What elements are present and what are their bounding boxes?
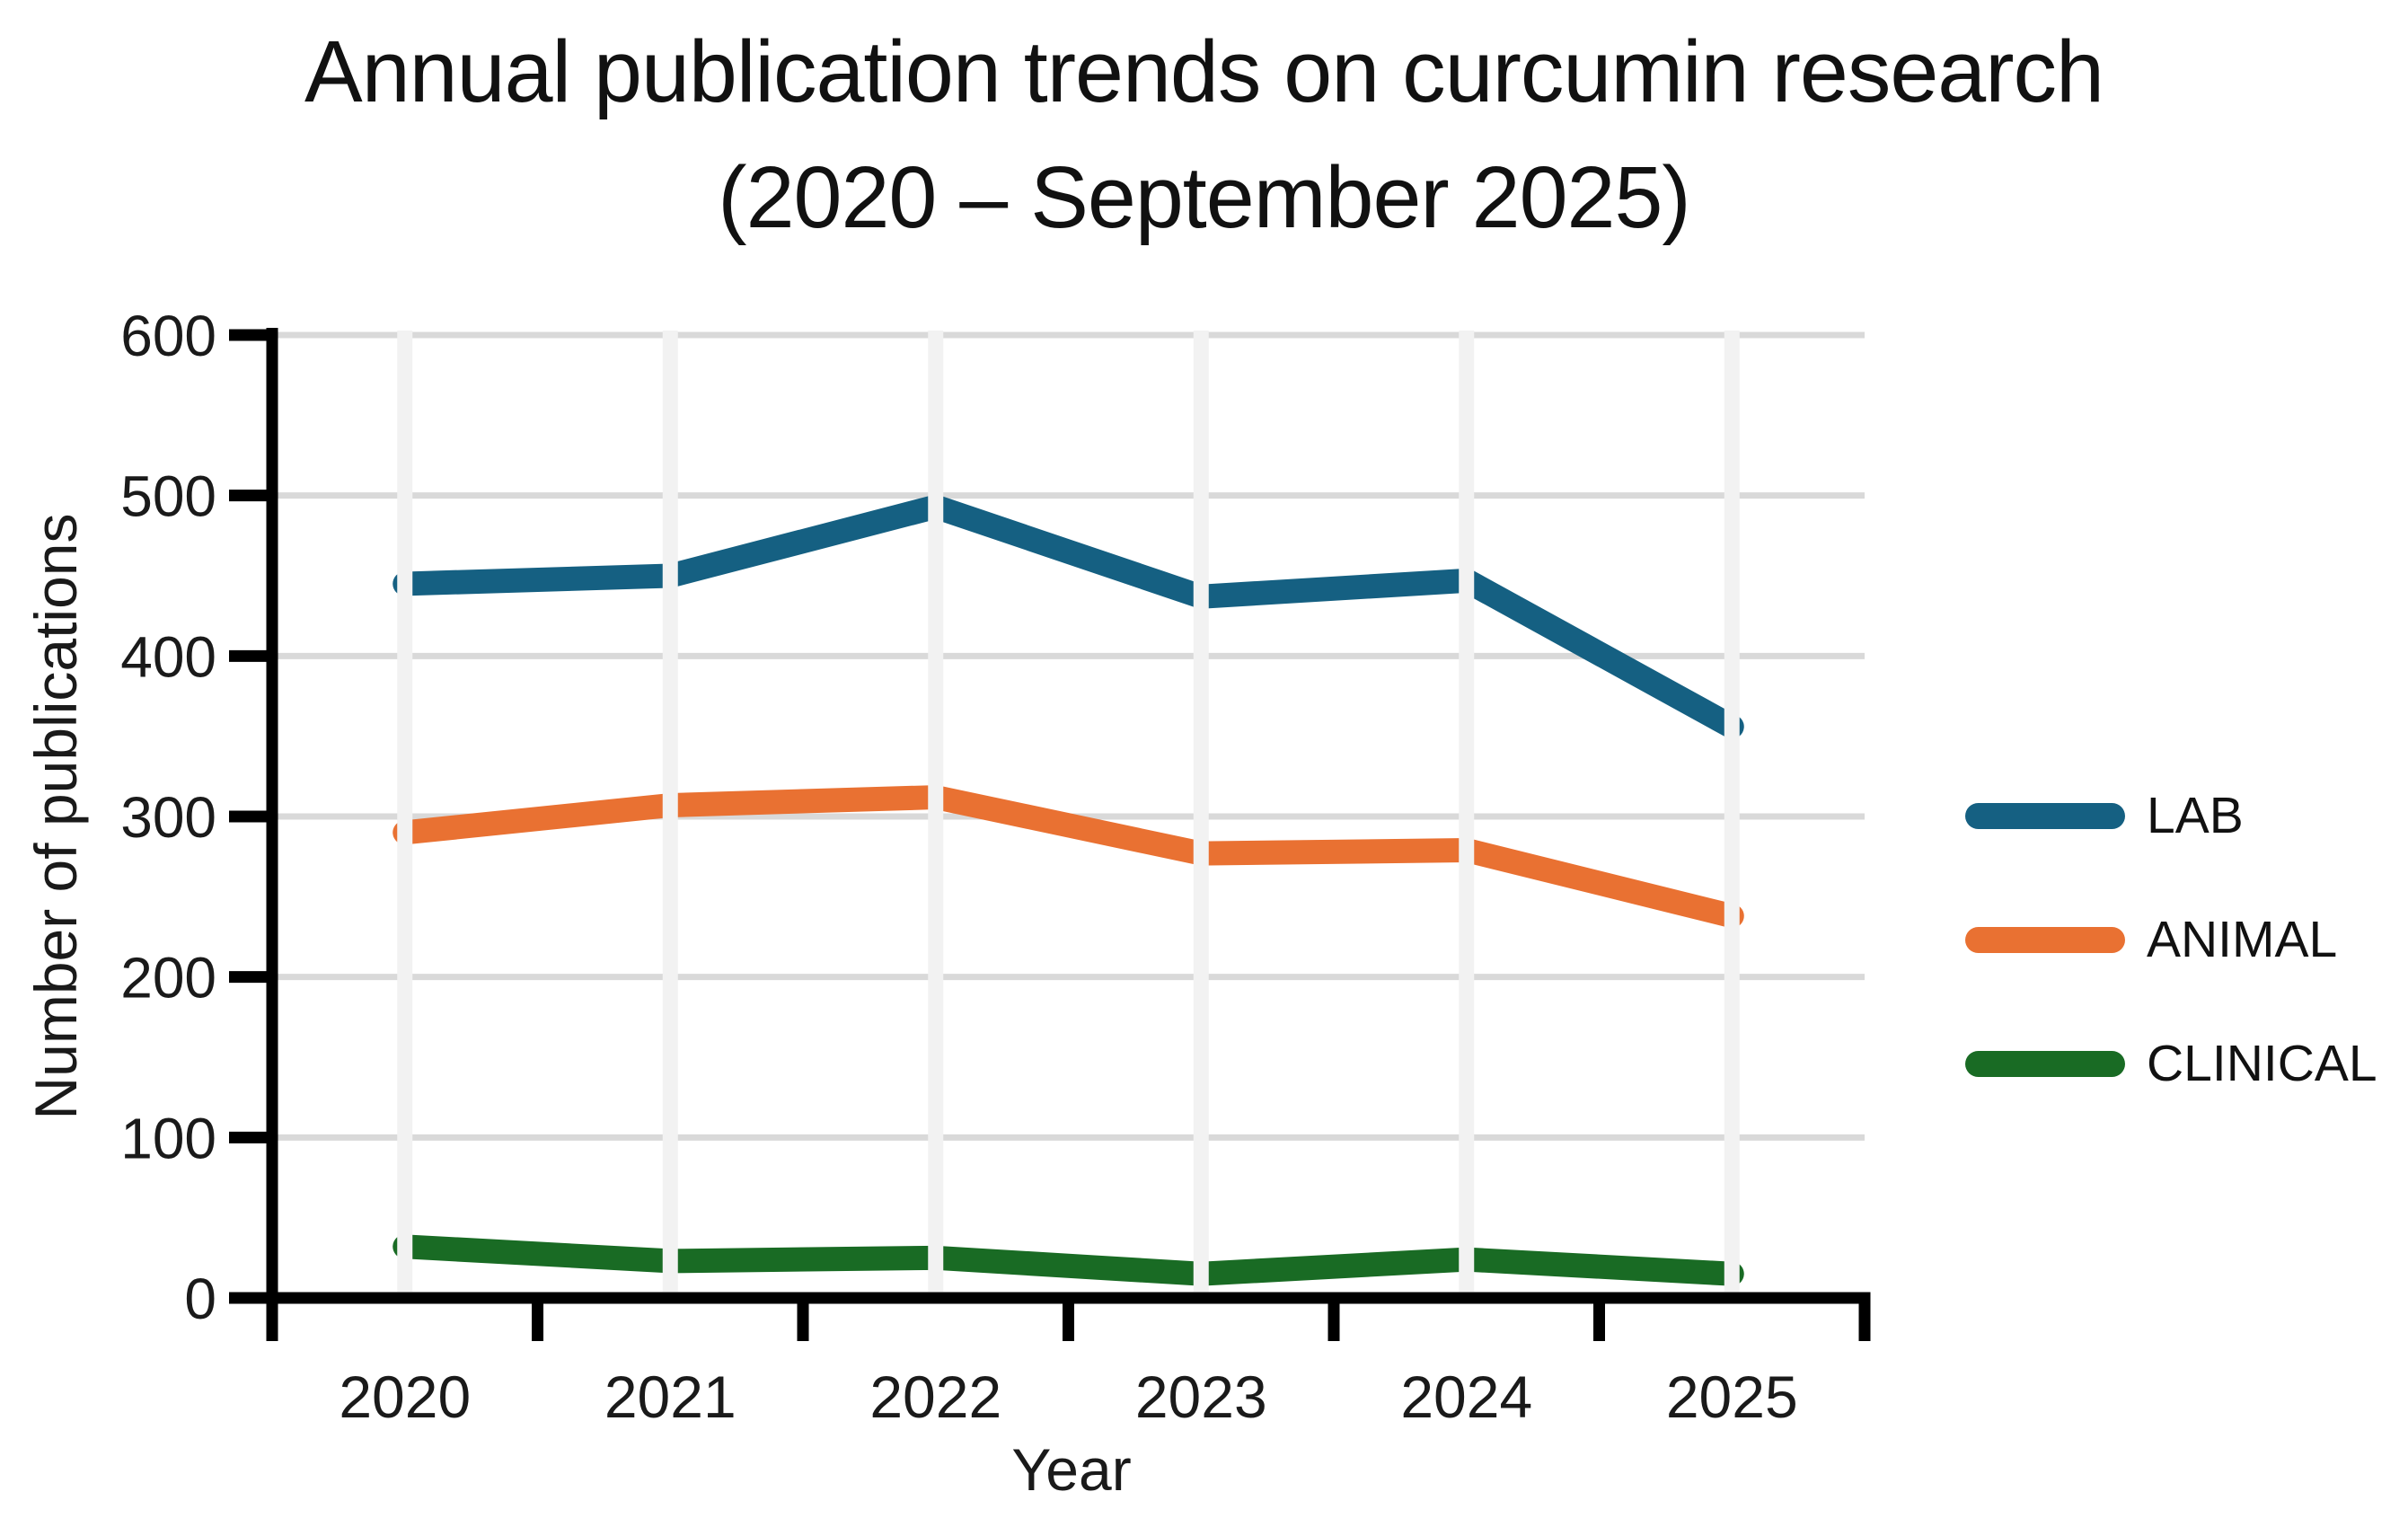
legend-item-animal: ANIMAL [1965,907,2377,972]
chart-subtitle: (2020 – September 2025) [718,148,1690,246]
legend: LAB ANIMAL CLINICAL [1965,783,2377,1096]
legend-label-animal: ANIMAL [2147,911,2338,968]
legend-line-swatch-lab [1965,802,2125,829]
y-tick-label-0: 0 [184,1267,216,1331]
chart-title: Annual publication trends on curcumin re… [304,22,2104,120]
legend-item-lab: LAB [1965,783,2377,848]
legend-line-swatch-clinical [1965,1050,2125,1077]
legend-label-clinical: CLINICAL [2147,1035,2377,1092]
y-tick-label-400: 400 [120,624,216,689]
legend-label-lab: LAB [2147,787,2244,844]
x-tick-label-2023: 2023 [1135,1364,1267,1430]
chart-title-block: Annual publication trends on curcumin re… [0,9,2408,260]
series-line-lab [393,494,1744,739]
legend-line-swatch-animal [1965,926,2125,953]
y-tick-label-200: 200 [120,946,216,1011]
series-line-animal [393,785,1744,929]
legend-item-clinical: CLINICAL [1965,1031,2377,1096]
x-tick-label-2022: 2022 [869,1364,1001,1430]
x-axis-title: Year [1011,1436,1132,1503]
y-axis-title: Number of publications [22,513,89,1120]
x-tick-label-2025: 2025 [1666,1364,1798,1430]
x-tick-label-2020: 2020 [339,1364,471,1430]
y-tick-label-600: 600 [120,304,216,368]
series-line-clinical [393,1234,1744,1286]
y-tick-label-100: 100 [120,1106,216,1170]
x-tick-label-2021: 2021 [604,1364,737,1430]
x-tick-label-2024: 2024 [1400,1364,1532,1430]
y-tick-label-300: 300 [120,785,216,850]
y-tick-label-500: 500 [120,464,216,529]
